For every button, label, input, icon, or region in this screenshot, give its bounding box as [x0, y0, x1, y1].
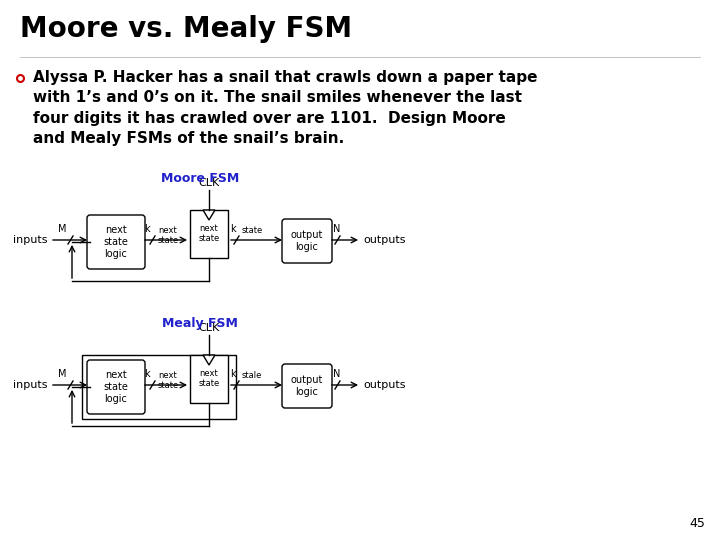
Text: output
logic: output logic	[291, 375, 323, 397]
FancyBboxPatch shape	[87, 215, 145, 269]
FancyBboxPatch shape	[82, 355, 236, 419]
Text: 45: 45	[689, 517, 705, 530]
Polygon shape	[203, 210, 215, 220]
Text: next
state: next state	[199, 369, 220, 388]
Text: inputs: inputs	[14, 235, 48, 245]
Text: outputs: outputs	[363, 380, 405, 390]
Polygon shape	[203, 355, 215, 365]
FancyBboxPatch shape	[190, 355, 228, 403]
Text: next
state
logic: next state logic	[104, 370, 128, 403]
Text: next
state: next state	[158, 226, 179, 245]
FancyBboxPatch shape	[282, 364, 332, 408]
Text: state: state	[242, 226, 264, 235]
Text: k: k	[144, 369, 150, 379]
Text: output
logic: output logic	[291, 230, 323, 252]
Text: M: M	[58, 369, 66, 379]
Text: N: N	[333, 369, 341, 379]
Text: Moore FSM: Moore FSM	[161, 172, 239, 185]
FancyBboxPatch shape	[87, 360, 145, 414]
Text: next
state
logic: next state logic	[104, 225, 128, 259]
Text: k: k	[230, 224, 235, 234]
Text: next
state: next state	[199, 224, 220, 244]
Text: CLK: CLK	[199, 323, 220, 333]
Text: inputs: inputs	[14, 380, 48, 390]
FancyBboxPatch shape	[190, 210, 228, 258]
Text: outputs: outputs	[363, 235, 405, 245]
Text: Alyssa P. Hacker has a snail that crawls down a paper tape
with 1’s and 0’s on i: Alyssa P. Hacker has a snail that crawls…	[33, 70, 538, 146]
Text: N: N	[333, 224, 341, 234]
Text: CLK: CLK	[199, 178, 220, 188]
Text: next
state: next state	[158, 371, 179, 390]
FancyBboxPatch shape	[282, 219, 332, 263]
Text: M: M	[58, 224, 66, 234]
Text: k: k	[144, 224, 150, 234]
Text: Mealy FSM: Mealy FSM	[162, 317, 238, 330]
Text: Moore vs. Mealy FSM: Moore vs. Mealy FSM	[20, 15, 352, 43]
Text: k: k	[230, 369, 235, 379]
Text: stale: stale	[242, 371, 262, 380]
